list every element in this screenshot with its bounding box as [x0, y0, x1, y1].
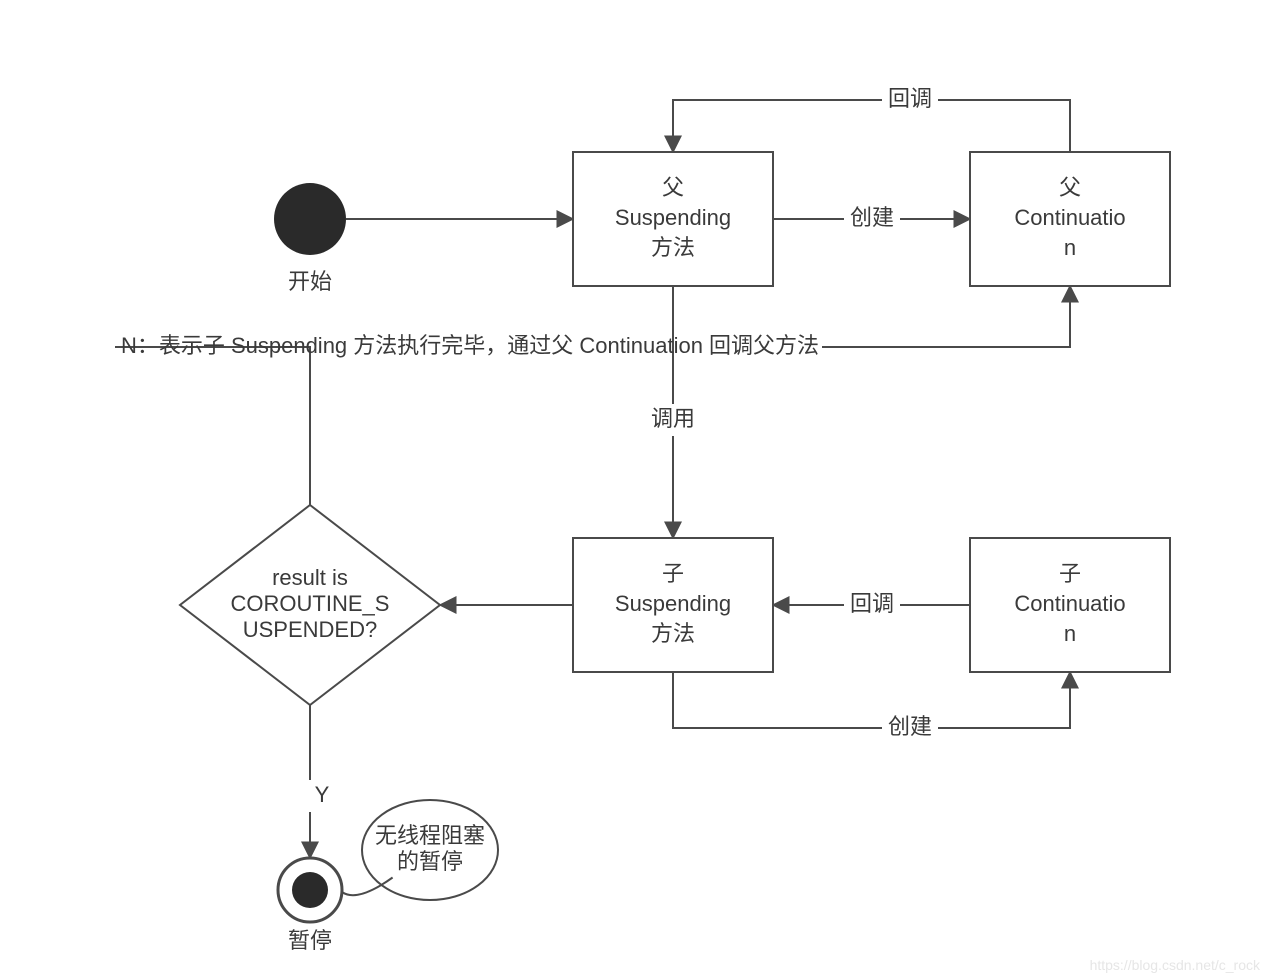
edge-label: Y — [315, 782, 330, 807]
node-text: 父 — [662, 175, 684, 200]
edge-label: 回调 — [888, 86, 932, 111]
edge-decision-N-parentcont: N：表示子 Suspending 方法执行完毕，通过父 Continuation… — [115, 286, 1070, 505]
node-text: 子 — [1059, 561, 1081, 586]
node-speech: 无线程阻塞的暂停 — [342, 800, 498, 900]
node-text: 方法 — [651, 235, 695, 260]
edge-label: 调用 — [651, 406, 695, 431]
edge-child-create-cont: 创建 — [673, 672, 1070, 744]
node-text: Suspending — [615, 205, 731, 230]
node-child_cont: 子 Continuatio n — [970, 538, 1170, 672]
node-text: n — [1064, 235, 1076, 260]
edge-decision-Y-end: Y — [305, 705, 339, 858]
node-end: 暂停 — [278, 858, 342, 953]
node-text: COROUTINE_S — [231, 591, 390, 616]
node-text: USPENDED? — [243, 617, 377, 642]
node-text: 父 — [1059, 175, 1081, 200]
watermark: https://blog.csdn.net/c_rock — [1090, 957, 1261, 973]
node-text: 方法 — [651, 621, 695, 646]
edge-path — [673, 672, 1070, 728]
edge-cont-callback-parent: 回调 — [673, 84, 1070, 152]
node-child_susp: 子 Suspending 方法 — [573, 538, 773, 672]
end-caption: 暂停 — [288, 928, 332, 953]
start-circle — [274, 183, 346, 255]
edge-cont-callback-child: 回调 — [773, 589, 970, 621]
node-text: 子 — [662, 561, 684, 586]
end-inner — [292, 872, 328, 908]
edge-label: 回调 — [850, 591, 894, 616]
nodes: 开始 父 Suspending 方法 父 Continuatio n 子 Suspending 方… — [180, 152, 1170, 953]
edge-label: 创建 — [850, 205, 894, 230]
node-text: result is — [272, 565, 348, 590]
node-text: Suspending — [615, 591, 731, 616]
node-decision: result isCOROUTINE_SUSPENDED? — [180, 505, 440, 705]
node-text: Continuatio — [1014, 205, 1125, 230]
node-text: n — [1064, 621, 1076, 646]
start-caption: 开始 — [288, 269, 332, 294]
edge-path — [673, 100, 1070, 152]
edge-label: 创建 — [888, 714, 932, 739]
flowchart-canvas: 创建回调调用创建回调YN：表示子 Suspending 方法执行完毕，通过父 C… — [0, 0, 1273, 977]
node-text: 的暂停 — [397, 849, 463, 874]
node-parent_cont: 父 Continuatio n — [970, 152, 1170, 286]
edge-parent-call-child: 调用 — [645, 286, 701, 538]
node-start: 开始 — [274, 183, 346, 294]
edge-parent-create-cont: 创建 — [773, 203, 970, 235]
edge-label: N：表示子 Suspending 方法执行完毕，通过父 Continuation… — [121, 333, 819, 358]
node-text: 无线程阻塞 — [375, 823, 485, 848]
node-parent_susp: 父 Suspending 方法 — [573, 152, 773, 286]
node-text: Continuatio — [1014, 591, 1125, 616]
